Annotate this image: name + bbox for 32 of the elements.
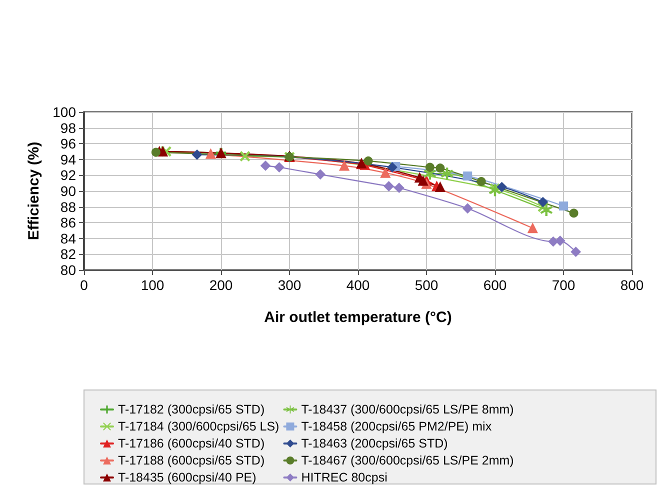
y-tick-label: 86 [60,214,76,231]
y-tick-label: 80 [60,262,76,278]
y-tick-label: 98 [60,120,76,136]
x-tick-label: 0 [80,277,88,293]
x-tick-label: 400 [346,277,370,293]
y-tick-label: 100 [52,104,76,120]
x-axis-title: Air outlet temperature (°C) [264,309,452,326]
y-tick-label: 90 [60,183,76,199]
legend-label: T-17188 (600cpsi/65 STD) [118,454,265,468]
legend-label: HITREC 80cpsi [301,470,388,484]
legend-label: T-18467 (300/600cpsi/65 LS/PE 2mm) [301,454,514,468]
x-tick-label: 800 [620,277,644,293]
legend-label: T-17182 (300cpsi/65 STD) [118,402,265,416]
x-tick-label: 300 [278,277,302,293]
y-tick-label: 94 [60,151,76,168]
x-tick-label: 200 [209,277,233,293]
y-tick-label: 92 [60,167,76,184]
y-tick-label: 82 [60,246,76,262]
x-tick-label: 100 [140,277,164,293]
legend-label: T-17184 (300/600cpsi/65 LS) [118,420,280,434]
y-tick-label: 96 [60,136,76,152]
x-tick-label: 700 [552,277,576,293]
legend-label: T-18458 (200cpsi/65 PM2/PE) mix [301,420,492,434]
y-tick-label: 84 [60,230,76,246]
legend-label: T-18463 (200cpsi/65 STD) [301,436,448,450]
y-tick-label: 88 [60,198,76,215]
legend-label: T-18437 (300/600cpsi/65 LS/PE 8mm) [301,402,514,416]
x-tick-label: 600 [483,277,507,293]
y-axis-title: Efficiency (%) [26,142,43,240]
x-tick-label: 500 [414,277,438,293]
legend-label: T-17186 (600cpsi/40 STD) [118,436,265,450]
legend-label: T-18435 (600cpsi/40 PE) [118,470,256,484]
